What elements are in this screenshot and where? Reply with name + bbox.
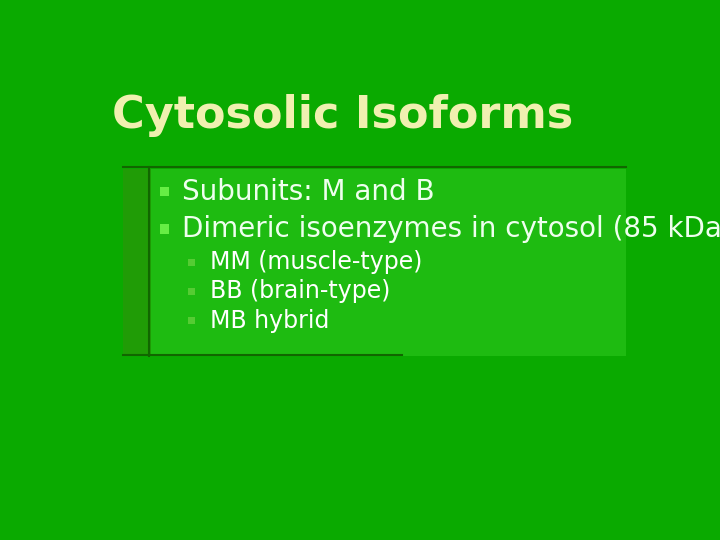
Bar: [188, 259, 195, 266]
FancyBboxPatch shape: [124, 168, 626, 356]
Bar: [160, 225, 168, 234]
Text: MB hybrid: MB hybrid: [210, 308, 329, 333]
FancyBboxPatch shape: [124, 168, 151, 356]
Text: BB (brain-type): BB (brain-type): [210, 279, 390, 303]
Bar: [188, 288, 195, 295]
Bar: [160, 187, 168, 196]
Bar: [188, 317, 195, 324]
Text: Dimeric isoenzymes in cytosol (85 kDa):: Dimeric isoenzymes in cytosol (85 kDa):: [182, 215, 720, 243]
Text: Subunits: M and B: Subunits: M and B: [182, 178, 435, 206]
Text: MM (muscle-type): MM (muscle-type): [210, 251, 423, 274]
Text: Cytosolic Isoforms: Cytosolic Isoforms: [112, 94, 574, 137]
